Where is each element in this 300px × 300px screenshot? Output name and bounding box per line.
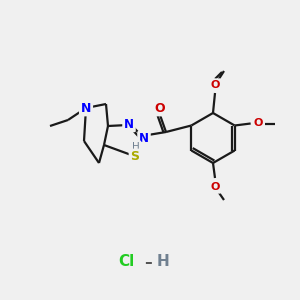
Text: O: O — [210, 182, 220, 192]
Text: H: H — [132, 142, 140, 152]
Text: O: O — [254, 118, 263, 128]
Text: O: O — [210, 80, 220, 90]
Text: Cl: Cl — [118, 254, 134, 269]
Text: N: N — [139, 133, 149, 146]
Text: –: – — [144, 254, 152, 269]
Text: S: S — [130, 151, 140, 164]
Text: O: O — [155, 101, 165, 115]
Text: H: H — [157, 254, 169, 269]
Text: N: N — [124, 118, 134, 130]
Text: N: N — [81, 101, 91, 115]
